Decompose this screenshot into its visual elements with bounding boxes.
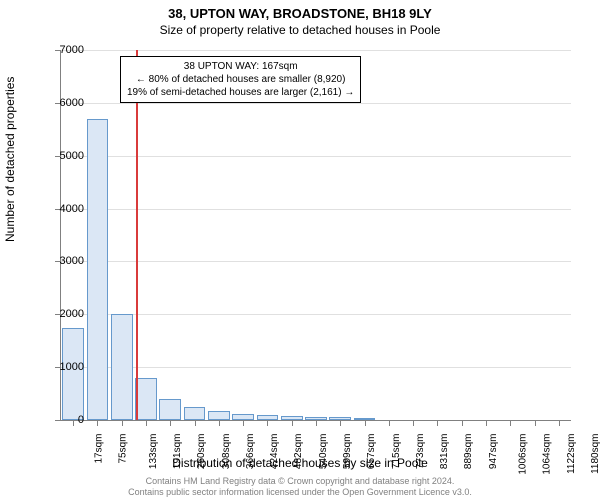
x-tick-label: 133sqm: [148, 434, 159, 470]
x-tick-label: 599sqm: [342, 434, 353, 470]
plot-area: [60, 50, 571, 421]
x-tick-label: 308sqm: [221, 434, 232, 470]
info-line-1: 38 UPTON WAY: 167sqm: [127, 60, 354, 73]
y-tick-label: 6000: [44, 97, 84, 109]
x-tick: [146, 420, 147, 426]
x-tick-label: 1180sqm: [590, 434, 600, 474]
x-tick: [486, 420, 487, 426]
x-tick-label: 889sqm: [464, 434, 475, 470]
chart-title: 38, UPTON WAY, BROADSTONE, BH18 9LY: [0, 0, 600, 21]
x-tick-label: 424sqm: [269, 434, 280, 470]
x-tick: [243, 420, 244, 426]
x-tick: [559, 420, 560, 426]
bar: [111, 314, 133, 420]
x-tick: [462, 420, 463, 426]
footer-line-2: Contains public sector information licen…: [0, 487, 600, 498]
x-tick: [292, 420, 293, 426]
x-tick-label: 75sqm: [118, 434, 129, 464]
y-tick-label: 5000: [44, 150, 84, 162]
x-tick-label: 366sqm: [245, 434, 256, 470]
info-line-3: 19% of semi-detached houses are larger (…: [127, 86, 354, 99]
x-tick: [340, 420, 341, 426]
x-tick: [267, 420, 268, 426]
bar: [208, 411, 230, 421]
info-box: 38 UPTON WAY: 167sqm← 80% of detached ho…: [120, 56, 361, 103]
x-tick-label: 250sqm: [196, 434, 207, 470]
x-tick-label: 1064sqm: [542, 434, 553, 475]
x-tick: [389, 420, 390, 426]
chart-container: 38, UPTON WAY, BROADSTONE, BH18 9LY Size…: [0, 0, 600, 500]
footer-line-1: Contains HM Land Registry data © Crown c…: [0, 476, 600, 487]
x-tick: [437, 420, 438, 426]
x-tick: [413, 420, 414, 426]
chart-footer: Contains HM Land Registry data © Crown c…: [0, 476, 600, 498]
y-tick-label: 1000: [44, 361, 84, 373]
x-tick-label: 947sqm: [488, 434, 499, 470]
x-tick-label: 831sqm: [439, 434, 450, 470]
y-tick-label: 7000: [44, 44, 84, 56]
x-tick-label: 191sqm: [172, 434, 183, 470]
x-tick: [219, 420, 220, 426]
bar: [159, 399, 181, 420]
x-tick: [170, 420, 171, 426]
x-tick: [535, 420, 536, 426]
info-line-2: ← 80% of detached houses are smaller (8,…: [127, 73, 354, 86]
x-tick-label: 715sqm: [391, 434, 402, 470]
x-tick-label: 1122sqm: [565, 434, 576, 474]
x-tick-label: 17sqm: [94, 434, 105, 464]
x-tick: [316, 420, 317, 426]
bar: [184, 407, 206, 420]
bar: [62, 328, 84, 421]
x-tick-label: 540sqm: [318, 434, 329, 470]
x-tick-label: 482sqm: [294, 434, 305, 470]
bar: [135, 378, 157, 420]
y-tick-label: 4000: [44, 203, 84, 215]
bar: [87, 119, 109, 420]
y-axis-label: Number of detached properties: [3, 77, 17, 242]
x-tick: [195, 420, 196, 426]
x-tick: [97, 420, 98, 426]
x-tick-label: 657sqm: [366, 434, 377, 470]
x-tick-label: 1006sqm: [518, 434, 529, 475]
x-tick: [122, 420, 123, 426]
x-tick: [365, 420, 366, 426]
reference-line: [136, 50, 138, 420]
y-tick-label: 3000: [44, 255, 84, 267]
x-tick: [510, 420, 511, 426]
x-tick-label: 773sqm: [415, 434, 426, 470]
y-tick-label: 0: [44, 414, 84, 426]
chart-subtitle: Size of property relative to detached ho…: [0, 21, 600, 37]
y-tick-label: 2000: [44, 308, 84, 320]
